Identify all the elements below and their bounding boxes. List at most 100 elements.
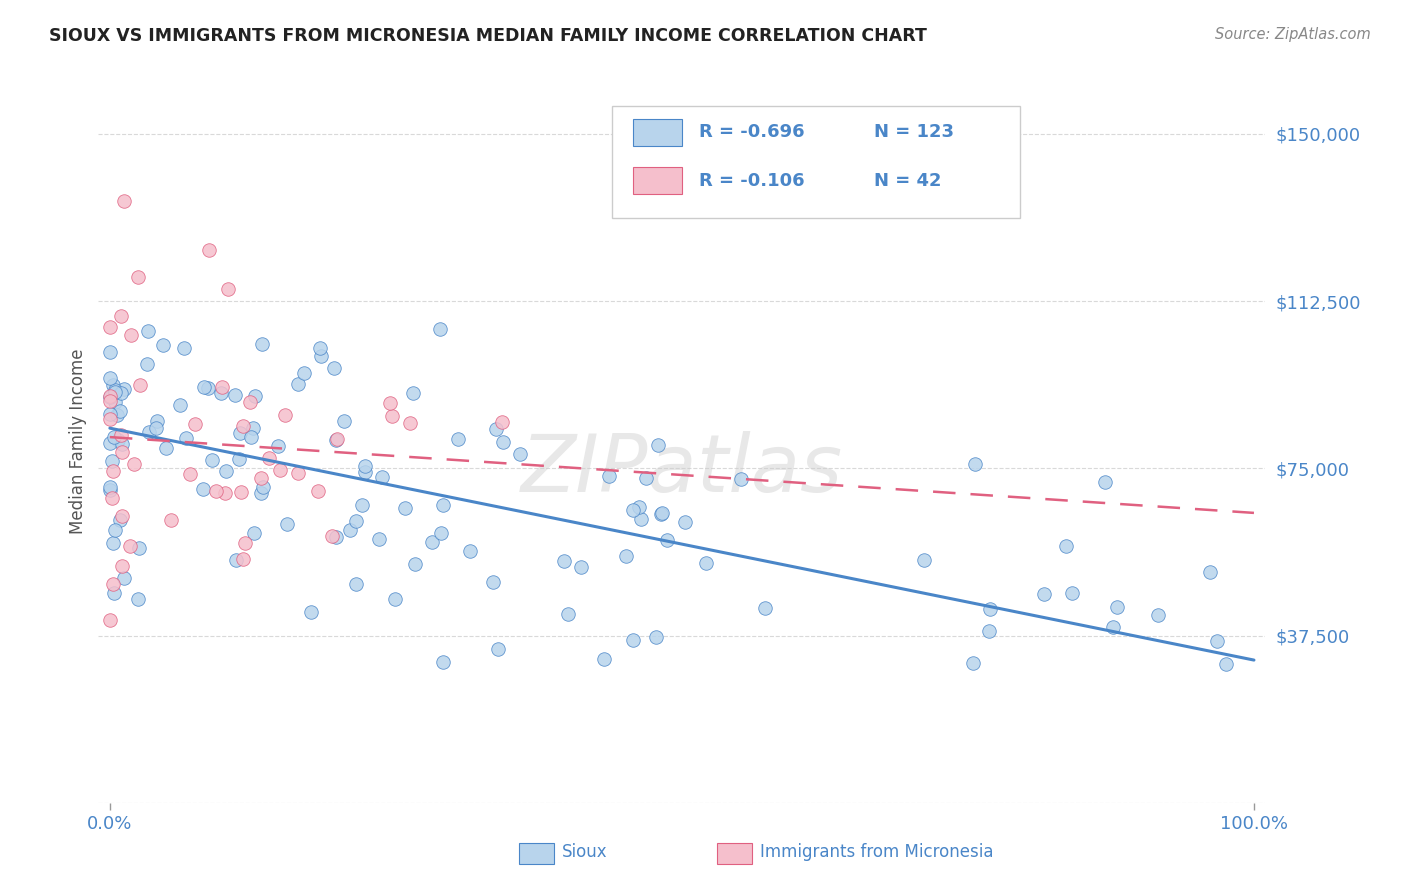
Point: [103, 585, 125, 599]
Point: [228, 452, 250, 467]
Point: [354, 458, 377, 473]
FancyBboxPatch shape: [633, 119, 682, 146]
Point: [110, 386, 132, 401]
Point: [104, 383, 127, 397]
Point: [1107, 600, 1129, 615]
Point: [209, 385, 232, 400]
Point: [112, 571, 135, 585]
Point: [152, 338, 174, 352]
Point: [145, 420, 167, 434]
Point: [486, 642, 509, 657]
Point: [647, 438, 669, 452]
Point: [211, 379, 233, 393]
Point: [621, 632, 644, 647]
Text: N = 42: N = 42: [875, 172, 942, 190]
Point: [325, 433, 347, 447]
Point: [651, 506, 673, 520]
Point: [339, 523, 361, 537]
Point: [103, 536, 125, 550]
Point: [127, 269, 149, 284]
Point: [159, 513, 181, 527]
Point: [108, 403, 131, 417]
Point: [232, 552, 254, 566]
Point: [173, 342, 195, 356]
Point: [292, 366, 315, 380]
Point: [179, 467, 201, 481]
Point: [217, 282, 239, 296]
Point: [394, 501, 416, 516]
Point: [1054, 539, 1077, 553]
Point: [492, 434, 515, 449]
Point: [98, 435, 121, 450]
Point: [98, 412, 121, 426]
Point: [98, 390, 121, 404]
Point: [325, 530, 347, 544]
Point: [257, 451, 280, 466]
FancyBboxPatch shape: [717, 843, 752, 864]
Point: [1206, 634, 1229, 648]
Point: [104, 384, 127, 399]
Point: [243, 526, 266, 541]
Point: [429, 322, 451, 336]
Point: [344, 576, 367, 591]
Point: [103, 378, 125, 392]
Point: [155, 442, 177, 456]
Point: [644, 631, 666, 645]
Point: [111, 509, 134, 524]
Point: [655, 533, 678, 548]
Point: [593, 652, 616, 666]
Point: [111, 558, 134, 573]
Point: [112, 194, 135, 208]
Point: [381, 409, 404, 423]
Point: [250, 485, 273, 500]
Point: [432, 498, 454, 512]
Point: [287, 466, 309, 480]
Point: [621, 503, 644, 517]
Point: [1094, 475, 1116, 489]
Point: [191, 482, 214, 496]
FancyBboxPatch shape: [612, 105, 1021, 218]
Point: [368, 533, 391, 547]
Point: [1147, 607, 1170, 622]
Point: [101, 577, 124, 591]
Point: [233, 536, 256, 550]
Point: [1102, 619, 1125, 633]
Point: [104, 523, 127, 537]
Point: [98, 407, 121, 421]
Point: [1199, 565, 1222, 579]
Text: Source: ZipAtlas.com: Source: ZipAtlas.com: [1215, 27, 1371, 42]
Point: [108, 512, 131, 526]
Text: Immigrants from Micronesia: Immigrants from Micronesia: [761, 843, 994, 861]
Point: [228, 425, 250, 440]
Point: [979, 624, 1001, 638]
Point: [110, 445, 132, 459]
Point: [98, 389, 121, 403]
Point: [979, 601, 1001, 615]
Point: [326, 432, 349, 446]
Point: [912, 553, 935, 567]
Point: [420, 534, 443, 549]
Point: [224, 388, 246, 402]
Point: [252, 480, 274, 494]
Point: [215, 464, 238, 478]
Point: [101, 491, 124, 506]
FancyBboxPatch shape: [633, 167, 682, 194]
Point: [458, 544, 481, 558]
Point: [695, 556, 717, 570]
Point: [630, 512, 652, 526]
Point: [1033, 587, 1056, 601]
Point: [614, 549, 637, 564]
Point: [239, 395, 262, 409]
Point: [378, 395, 401, 409]
Point: [98, 345, 121, 359]
Point: [183, 417, 205, 432]
Point: [107, 434, 129, 448]
Point: [198, 244, 221, 258]
Point: [963, 458, 986, 472]
Point: [299, 605, 322, 619]
Point: [242, 420, 264, 434]
Text: Sioux: Sioux: [562, 843, 607, 861]
Point: [98, 394, 121, 409]
Point: [225, 552, 247, 566]
Point: [112, 382, 135, 396]
